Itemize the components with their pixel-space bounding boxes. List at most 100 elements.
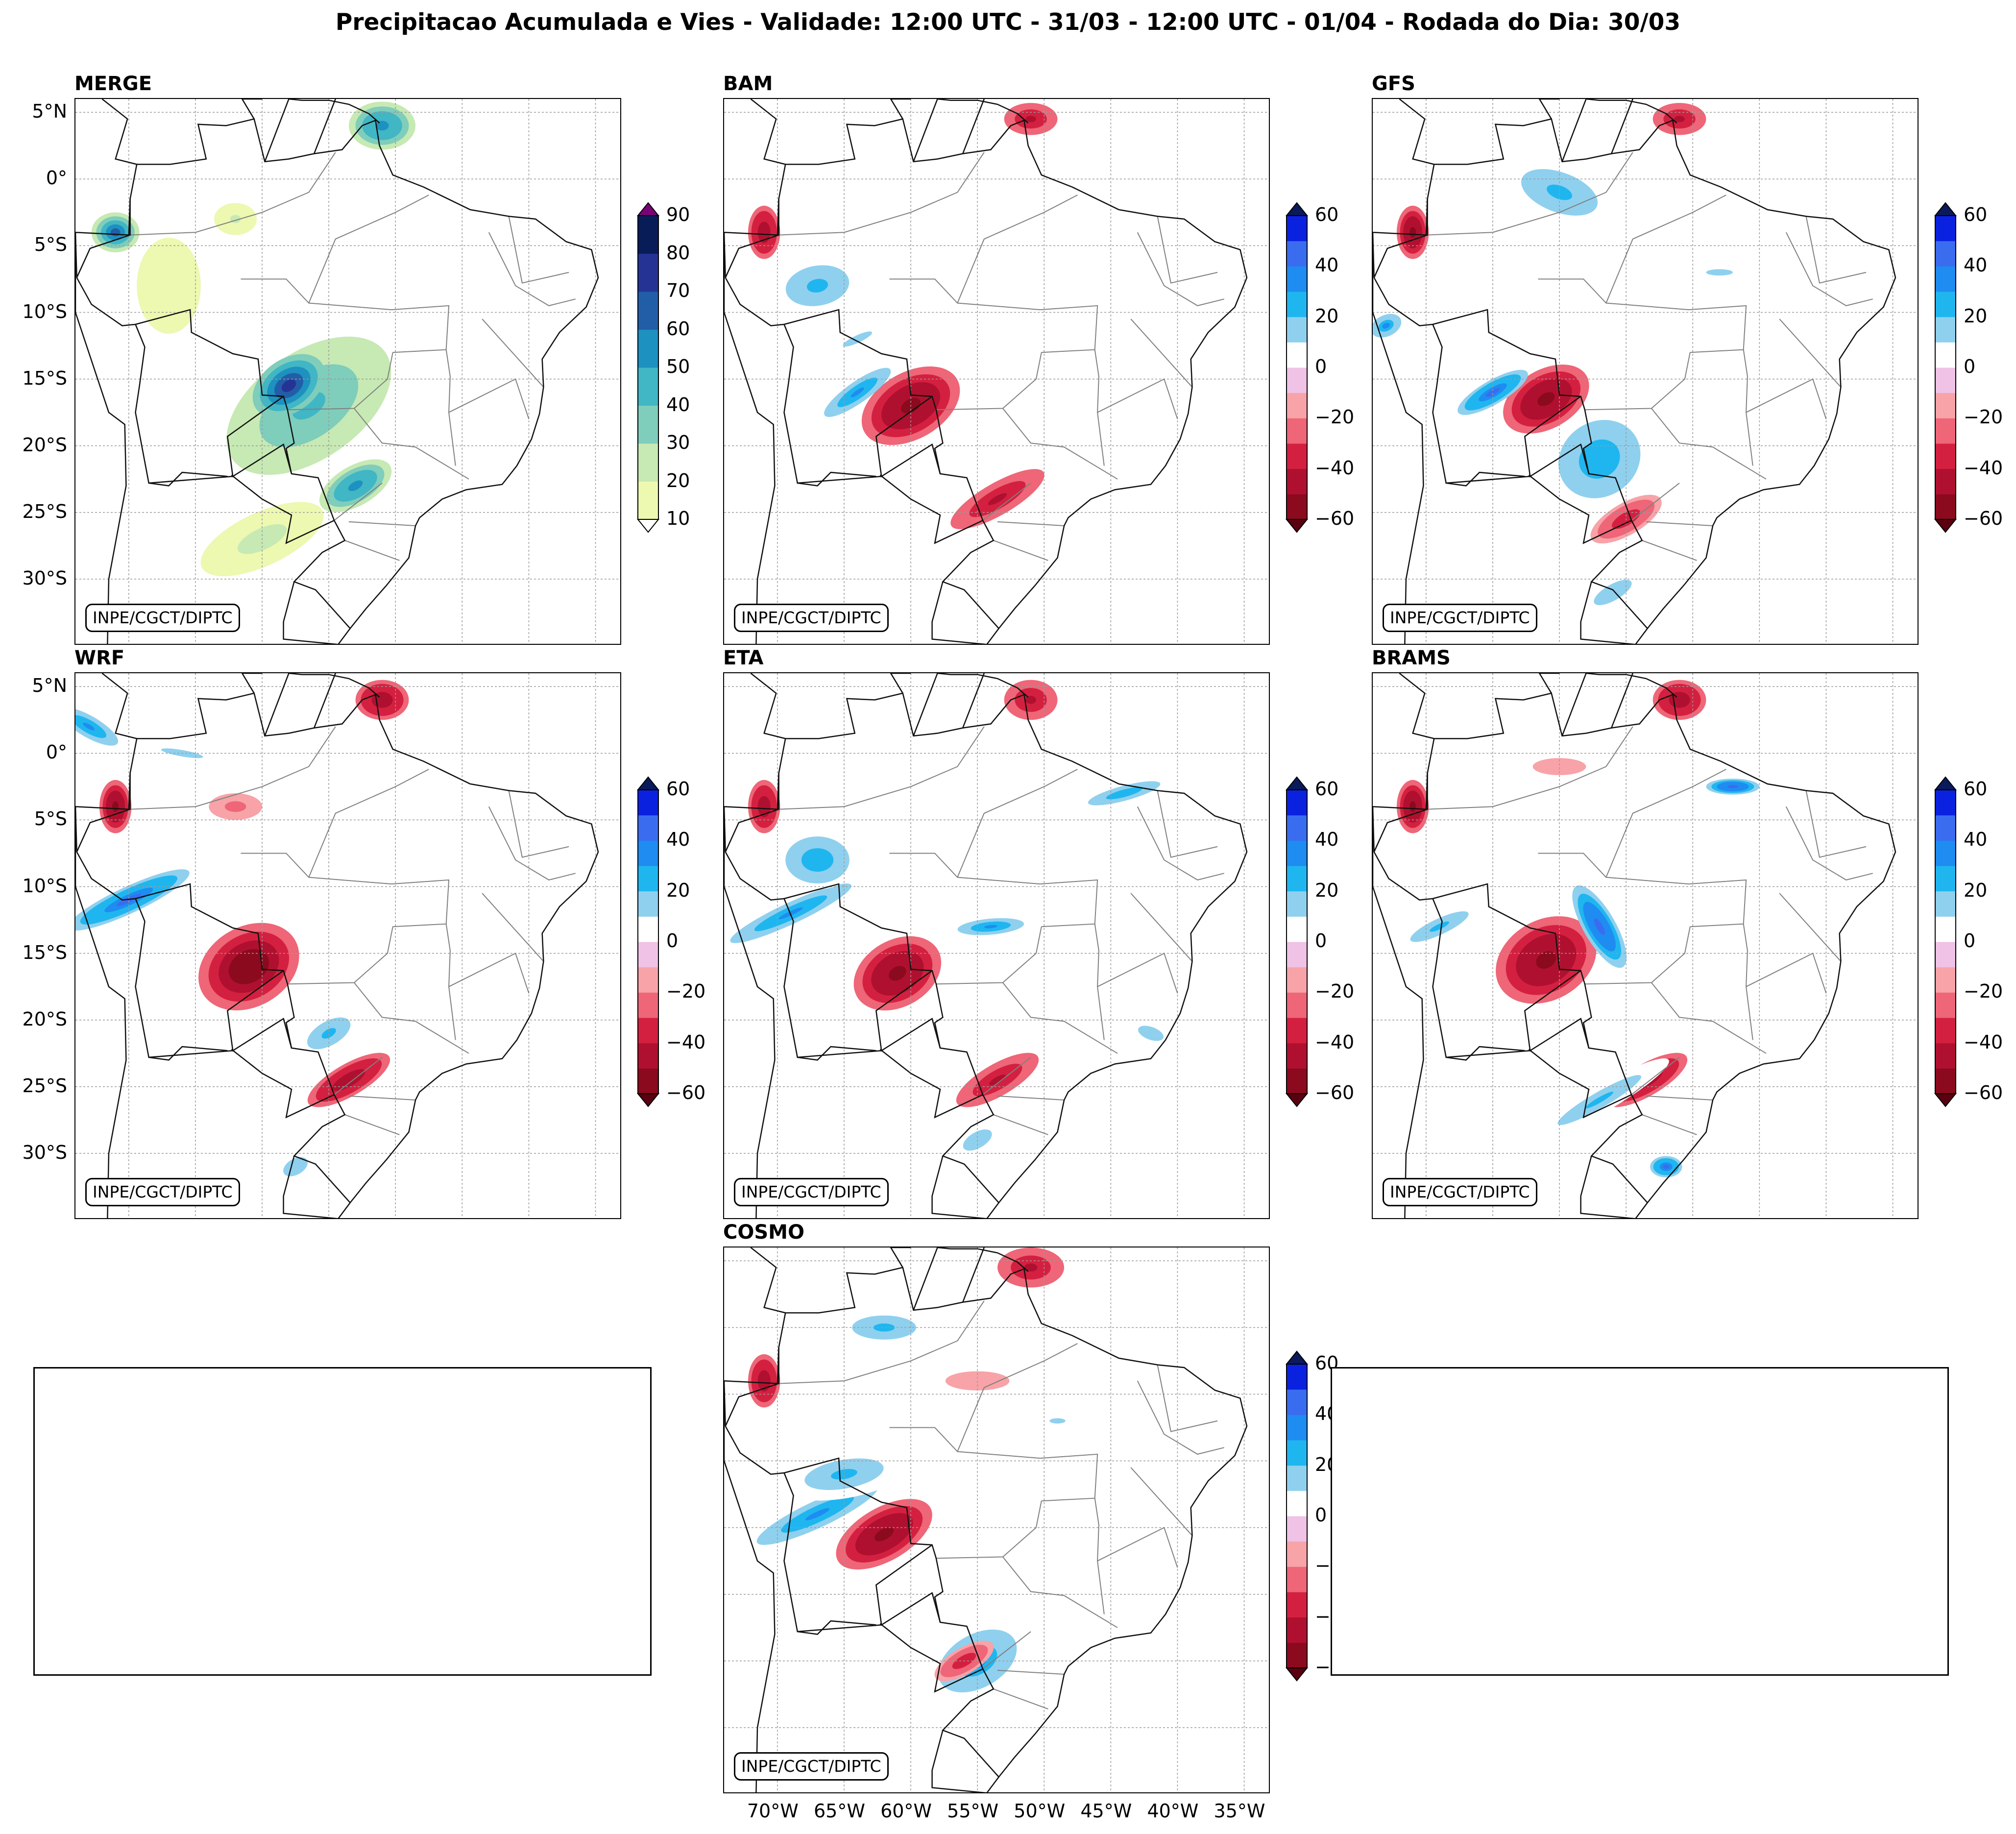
colorbar-tick-label: 80 xyxy=(666,242,690,264)
colorbar-tick-label: 60 xyxy=(1964,778,1988,800)
state-border xyxy=(1743,924,1753,1040)
colorbar-tick-label: −40 xyxy=(666,1031,706,1053)
state-border xyxy=(993,1688,1048,1710)
field-layer xyxy=(1373,103,1773,625)
country-border xyxy=(890,1247,911,1268)
colorbar-tick-label: −40 xyxy=(1315,1031,1355,1053)
state-border xyxy=(354,982,469,1054)
state-border xyxy=(344,1114,400,1135)
state-border xyxy=(508,790,569,858)
state-border xyxy=(354,408,469,480)
country-border xyxy=(283,581,351,644)
state-border xyxy=(1427,152,1633,236)
state-border xyxy=(993,1114,1048,1135)
colorbar-segment xyxy=(1935,891,1956,917)
colorbar-extend-low xyxy=(1286,1093,1308,1107)
colorbar-tick-label: 0 xyxy=(1315,1504,1327,1526)
state-border xyxy=(1137,232,1224,306)
boundaries xyxy=(724,1247,1248,1792)
field-contour xyxy=(1430,921,1449,932)
state-border xyxy=(488,806,576,880)
map-canvas xyxy=(75,99,620,644)
colorbar-tick-label: 40 xyxy=(666,829,690,851)
country-border xyxy=(231,474,335,544)
credit-label: INPE/CGCT/DIPTC xyxy=(734,604,889,632)
field-contour xyxy=(1663,1164,1670,1169)
colorbar-segment xyxy=(1935,815,1956,841)
colorbar-extend-high xyxy=(637,202,659,216)
state-border xyxy=(308,195,429,303)
field-contour xyxy=(1674,116,1685,122)
colorbar-segment xyxy=(1287,468,1307,494)
country-border xyxy=(931,1730,999,1792)
country-border xyxy=(1446,471,1525,487)
colorbar-tick-label: 0 xyxy=(1315,356,1327,377)
colorbar-segment xyxy=(1935,494,1956,520)
field-contour xyxy=(988,493,1007,505)
colorbar-extend-high xyxy=(1286,776,1308,790)
country-border xyxy=(1611,99,1633,154)
colorbar-tick-label: 60 xyxy=(666,778,690,800)
field-contour xyxy=(239,957,259,976)
colorbar-segment xyxy=(1287,866,1307,892)
colorbar-segment xyxy=(1935,992,1956,1018)
country-border xyxy=(931,1155,999,1218)
country-border xyxy=(135,324,233,484)
colorbar-tick-label: −20 xyxy=(1964,980,2003,1003)
country-border xyxy=(241,99,263,120)
country-border xyxy=(264,673,290,736)
state-border xyxy=(482,893,544,962)
colorbar-extend-low xyxy=(1286,1667,1308,1682)
field-contour xyxy=(1025,696,1036,704)
state-border xyxy=(1631,483,1680,521)
colorbar-tick-label: −60 xyxy=(1315,1082,1355,1103)
colorbar-segment xyxy=(1287,1592,1307,1618)
colorbar-segment xyxy=(638,866,658,892)
colorbar-segment xyxy=(1935,1043,1956,1069)
country-border xyxy=(797,1046,876,1061)
colorbar-segment xyxy=(638,253,658,292)
colorbar-outline xyxy=(1286,789,1308,1094)
country-border xyxy=(75,252,127,644)
country-border xyxy=(76,692,599,1204)
field-contour xyxy=(321,1028,336,1039)
credit-label: INPE/CGCT/DIPTC xyxy=(734,1178,889,1206)
country-border xyxy=(1538,673,1560,694)
field-contour xyxy=(1049,1418,1066,1424)
colorbar-segment xyxy=(638,790,658,816)
country-border xyxy=(879,474,983,544)
state-border xyxy=(448,378,530,419)
gridlines xyxy=(724,99,1269,644)
field-contour xyxy=(809,854,826,866)
field-contour xyxy=(831,1468,857,1480)
country-border xyxy=(1432,898,1530,1058)
colorbar-segment xyxy=(638,216,658,254)
map-canvas xyxy=(724,673,1269,1218)
colorbar-segment xyxy=(1935,967,1956,993)
country-border xyxy=(1580,1155,1648,1218)
state-border xyxy=(1097,953,1178,994)
colorbar-segment xyxy=(1287,292,1307,318)
state-border xyxy=(1040,1453,1098,1502)
colorbar-segment xyxy=(638,329,658,368)
country-border xyxy=(937,99,1029,123)
lat-tick-label: 15°S xyxy=(22,367,67,389)
colorbar-bias xyxy=(637,776,659,1107)
country-border xyxy=(1373,773,1428,852)
country-border xyxy=(931,581,999,644)
country-border xyxy=(725,1267,1248,1778)
country-border xyxy=(724,252,776,644)
colorbar-segment xyxy=(1935,418,1956,444)
country-border xyxy=(148,1046,228,1061)
field-contour xyxy=(984,925,997,929)
credit-label: INPE/CGCT/DIPTC xyxy=(734,1752,889,1781)
state-border xyxy=(445,924,456,1040)
lat-tick-label: 15°S xyxy=(22,941,67,963)
colorbar-tick-label: 0 xyxy=(1315,930,1327,952)
country-border xyxy=(283,1155,351,1218)
state-border xyxy=(1002,982,1118,1054)
colorbar-segment xyxy=(1287,790,1307,816)
country-border xyxy=(1432,324,1530,484)
country-border xyxy=(913,99,938,162)
state-border xyxy=(482,318,544,388)
